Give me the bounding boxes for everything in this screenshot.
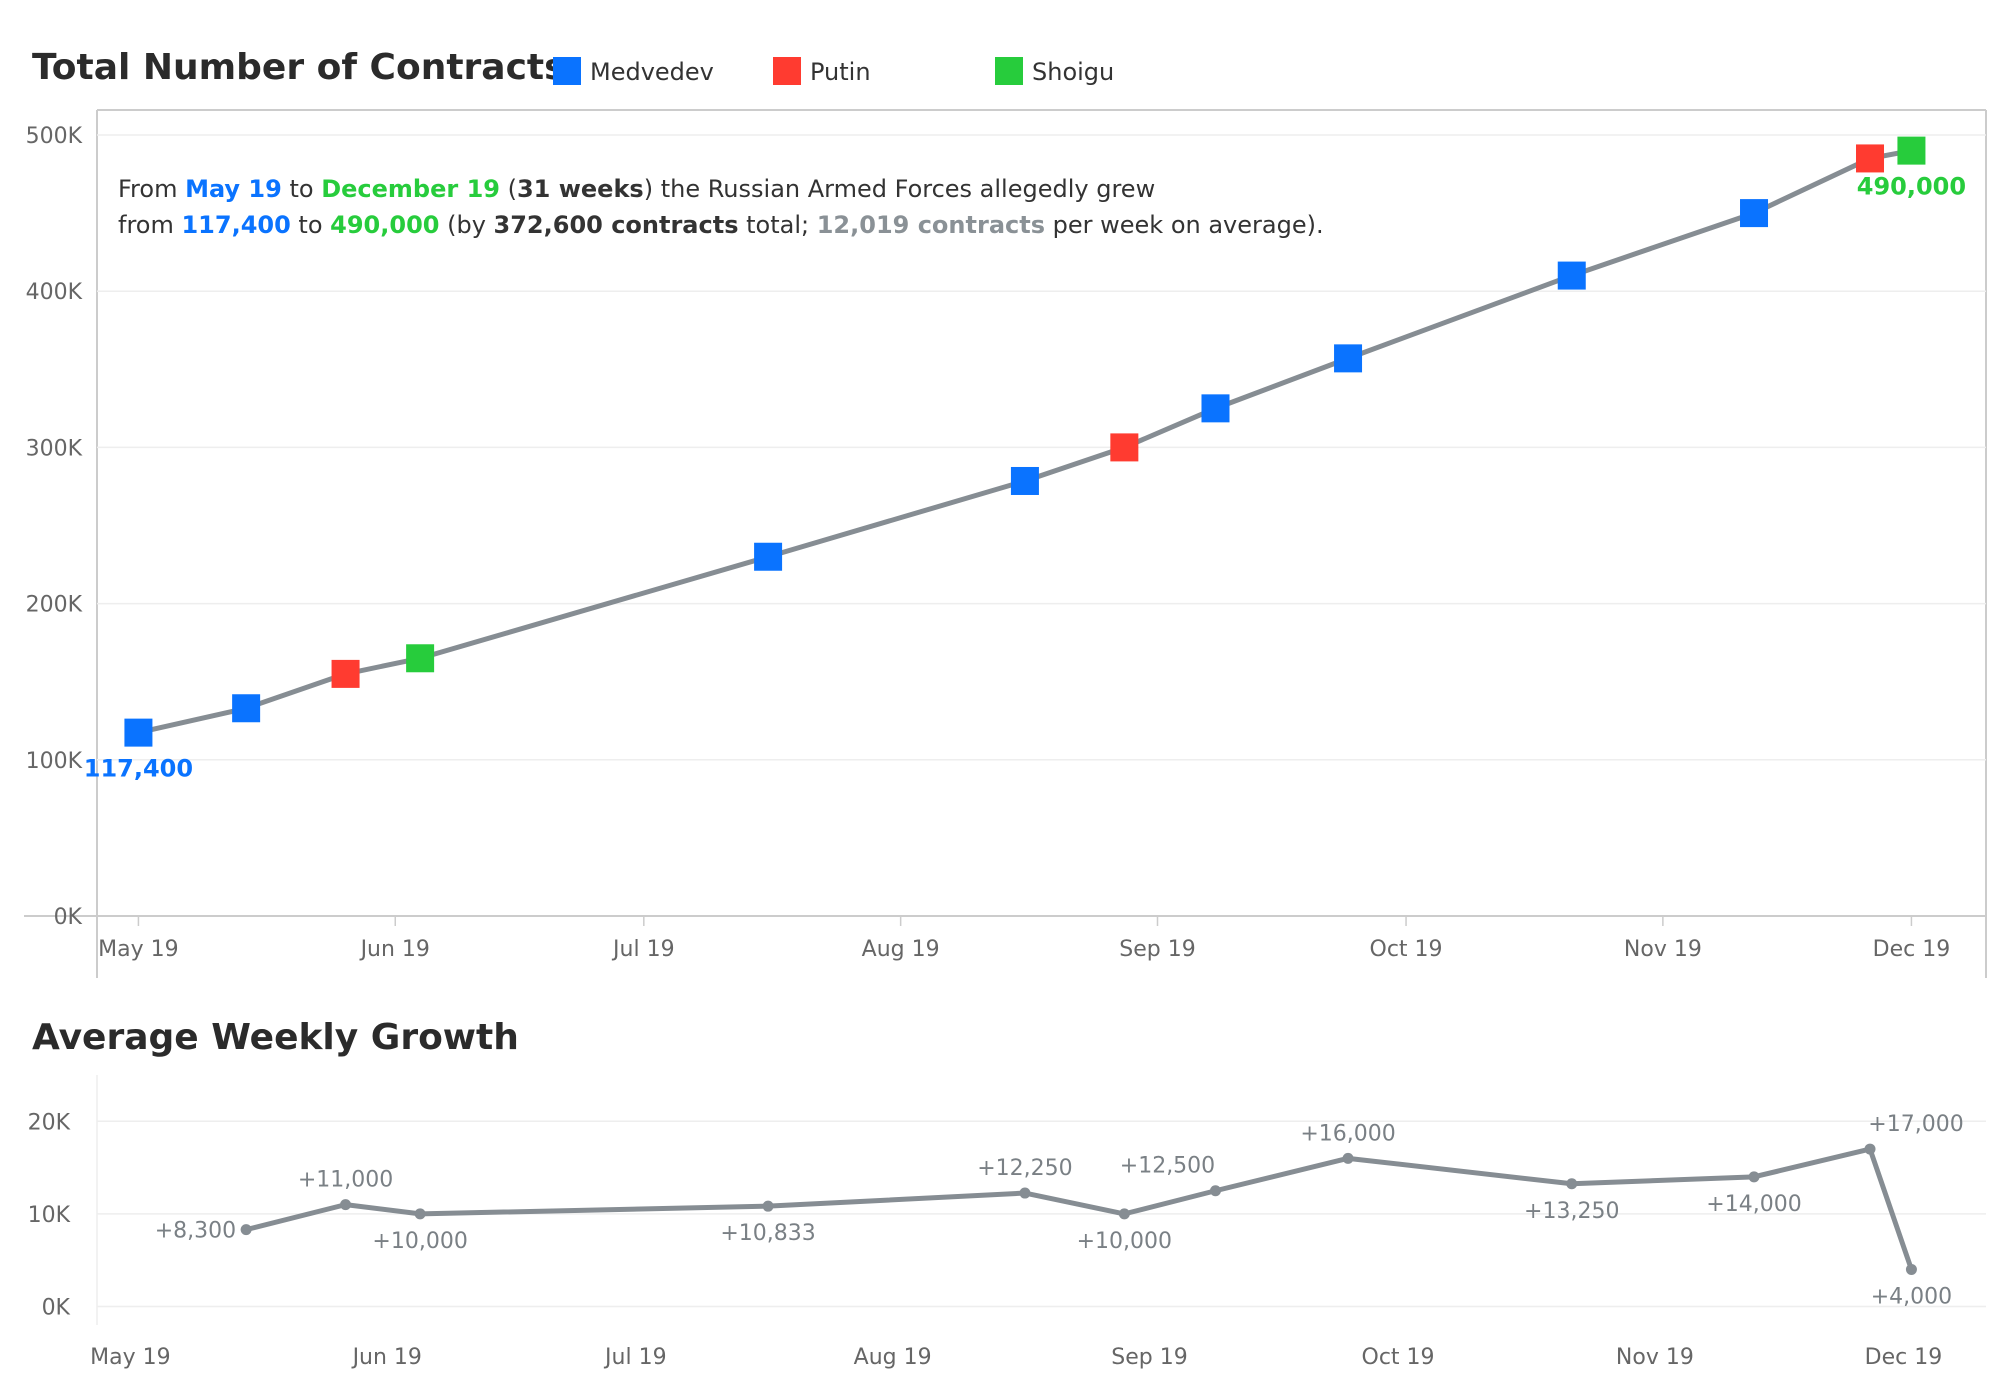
legend-label-putin: Putin xyxy=(810,58,871,86)
bottom-point xyxy=(1342,1152,1354,1164)
bottom-x-tick-label: Jun 19 xyxy=(351,1345,422,1370)
top-x-tick-label: Sep 19 xyxy=(1119,937,1195,962)
top-y-tick-label: 0K xyxy=(54,905,83,930)
top-marker-putin xyxy=(331,659,360,688)
top-marker-medvedev xyxy=(1334,344,1363,373)
last-value-label: 490,000 xyxy=(1857,173,1966,201)
bottom-point xyxy=(240,1224,252,1236)
bottom-point xyxy=(1864,1143,1876,1155)
annotation-total: 372,600 contracts xyxy=(494,211,739,239)
bottom-data-label: +10,000 xyxy=(1077,1229,1172,1254)
bottom-point xyxy=(1118,1208,1130,1220)
top-gridlines xyxy=(97,134,1986,761)
bottom-point xyxy=(1019,1187,1031,1199)
annotation-weeks: 31 weeks xyxy=(517,175,644,203)
annotation-start-date: May 19 xyxy=(185,175,282,203)
annotation-start-value: 117,400 xyxy=(181,211,290,239)
annotation-end-value: 490,000 xyxy=(330,211,439,239)
bottom-data-label: +12,250 xyxy=(977,1156,1072,1181)
bottom-chart-title: Average Weekly Growth xyxy=(32,1017,519,1058)
top-x-tick-label: Dec 19 xyxy=(1873,937,1951,962)
top-marker-medvedev xyxy=(1201,394,1230,423)
bottom-point xyxy=(1566,1178,1578,1190)
top-marker-shoigu xyxy=(1897,136,1926,165)
top-y-axis: 0K 100K 200K 300K 400K 500K xyxy=(26,124,83,930)
top-marker-medvedev xyxy=(1740,199,1769,228)
top-series xyxy=(124,136,1926,747)
bottom-data-label: +13,250 xyxy=(1524,1199,1619,1224)
bottom-data-label: +17,000 xyxy=(1868,1112,1963,1137)
legend-label-medvedev: Medvedev xyxy=(590,58,714,86)
top-marker-medvedev xyxy=(754,542,783,571)
top-x-axis: May 19 Jun 19 Jul 19 Aug 19 Sep 19 Oct 19 Nov … xyxy=(98,916,1950,962)
top-y-tick-label: 400K xyxy=(26,280,83,305)
bottom-series-line xyxy=(243,1146,1914,1272)
legend-swatch-shoigu xyxy=(995,57,1023,85)
bottom-point xyxy=(340,1199,352,1211)
first-value-label: 117,400 xyxy=(84,755,193,783)
top-chart-title: Total Number of Contracts xyxy=(32,47,566,88)
bottom-point xyxy=(762,1200,774,1212)
top-x-tick-label: Aug 19 xyxy=(862,937,940,962)
bottom-data-label: +8,300 xyxy=(155,1219,236,1244)
top-marker-medvedev xyxy=(124,718,153,747)
top-marker-putin xyxy=(1110,433,1139,462)
bottom-y-axis: 0K 10K 20K xyxy=(28,1110,71,1320)
bottom-y-tick-label: 20K xyxy=(28,1110,71,1135)
bottom-x-tick-label: Nov 19 xyxy=(1616,1345,1694,1370)
bottom-x-axis: May 19 Jun 19 Jul 19 Aug 19 Sep 19 Oct 19 Nov … xyxy=(90,1345,1942,1370)
bottom-data-label: +16,000 xyxy=(1300,1121,1395,1146)
top-y-tick-label: 100K xyxy=(26,749,83,774)
bottom-point xyxy=(1905,1263,1917,1275)
bottom-x-tick-label: May 19 xyxy=(90,1345,170,1370)
bottom-y-tick-label: 0K xyxy=(42,1295,71,1320)
top-y-tick-label: 300K xyxy=(26,436,83,461)
bottom-data-label: +10,000 xyxy=(372,1229,467,1254)
bottom-data-label: +14,000 xyxy=(1706,1192,1801,1217)
top-marker-medvedev xyxy=(232,694,261,723)
bottom-data-label: +11,000 xyxy=(298,1168,393,1193)
top-marker-putin xyxy=(1856,144,1885,173)
bottom-x-tick-label: Aug 19 xyxy=(854,1345,932,1370)
top-marker-shoigu xyxy=(406,644,435,673)
bottom-x-tick-label: Oct 19 xyxy=(1362,1345,1435,1370)
top-x-tick-label: Oct 19 xyxy=(1370,937,1443,962)
legend-swatch-putin xyxy=(773,57,801,85)
bottom-data-label: +4,000 xyxy=(1871,1284,1952,1309)
annotation-line-1: From May 19 to December 19 (31 weeks) th… xyxy=(118,175,1155,203)
bottom-x-tick-label: Sep 19 xyxy=(1111,1345,1187,1370)
bottom-data-label: +12,500 xyxy=(1120,1154,1215,1179)
legend-label-shoigu: Shoigu xyxy=(1032,58,1114,86)
bottom-gridlines xyxy=(97,1120,1986,1308)
top-x-tick-label: Jun 19 xyxy=(359,937,430,962)
bottom-x-tick-label: Dec 19 xyxy=(1865,1345,1943,1370)
bottom-y-tick-label: 10K xyxy=(28,1203,71,1228)
bottom-series: +8,300 +11,000 +10,000 +10,833 +12,250 +10,00… xyxy=(155,1112,1964,1309)
top-plot-frame xyxy=(24,109,1987,978)
bottom-point xyxy=(1209,1185,1221,1197)
bottom-point xyxy=(1748,1171,1760,1183)
top-marker-medvedev xyxy=(1557,261,1586,290)
top-x-tick-label: Jul 19 xyxy=(611,937,675,962)
annotation-line-2: from 117,400 to 490,000 (by 372,600 cont… xyxy=(118,211,1324,239)
bottom-point xyxy=(414,1208,426,1220)
annotation-average: 12,019 contracts xyxy=(817,211,1045,239)
legend: Medvedev Putin Shoigu xyxy=(553,57,1114,86)
top-y-tick-label: 500K xyxy=(26,124,83,149)
top-marker-medvedev xyxy=(1010,466,1039,495)
bottom-x-tick-label: Jul 19 xyxy=(603,1345,667,1370)
bottom-data-label: +10,833 xyxy=(720,1221,815,1246)
top-y-tick-label: 200K xyxy=(26,593,83,618)
legend-swatch-medvedev xyxy=(553,57,581,85)
top-x-tick-label: Nov 19 xyxy=(1624,937,1702,962)
top-x-tick-label: May 19 xyxy=(98,937,178,962)
annotation-end-date: December 19 xyxy=(321,175,500,203)
